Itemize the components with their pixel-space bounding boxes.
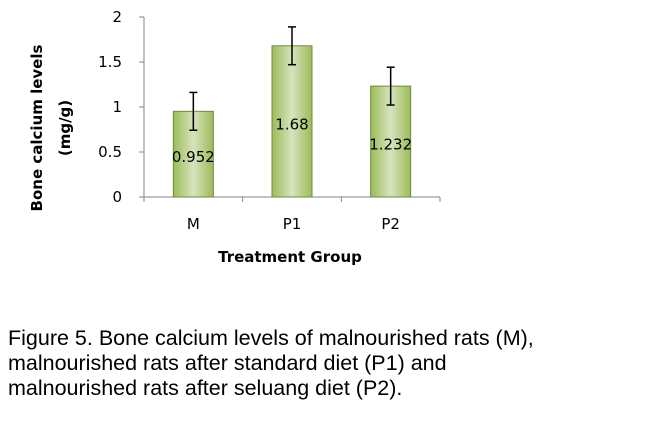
y-axis-title-line-1: Bone calcium levels	[28, 44, 46, 211]
y-tick-label: 1.5	[98, 53, 122, 71]
caption-line-2: malnourished rats after standard diet (P…	[8, 351, 447, 375]
y-axis-title-line-2: (mg/g)	[56, 100, 74, 156]
x-tick-label: M	[187, 215, 200, 233]
figure-caption: Figure 5. Bone calcium levels of malnour…	[8, 326, 653, 401]
x-axis-title: Treatment Group	[218, 248, 362, 266]
plot-area: 0 0.5 1 1.5 2 0.952 M 1.68 P1 1.232 P2	[98, 8, 441, 233]
x-tick-label: P2	[381, 215, 400, 233]
y-tick-label: 0	[112, 188, 122, 206]
y-tick-label: 1	[112, 98, 122, 116]
y-axis-title: Bone calcium levels (mg/g)	[28, 44, 74, 211]
data-label: 1.68	[275, 115, 308, 133]
y-tick-label: 0.5	[98, 143, 122, 161]
caption-line-3: malnourished rats after seluang diet (P2…	[8, 376, 403, 400]
data-label: 1.232	[369, 136, 412, 154]
bar	[271, 45, 313, 198]
data-label: 0.952	[172, 148, 215, 166]
x-tick-label: P1	[283, 215, 302, 233]
y-tick-label: 2	[112, 8, 122, 26]
bar-chart: 0 0.5 1 1.5 2 0.952 M 1.68 P1 1.232 P2 Treatment G…	[28, 8, 441, 266]
caption-line-1: Figure 5. Bone calcium levels of malnour…	[8, 326, 534, 350]
